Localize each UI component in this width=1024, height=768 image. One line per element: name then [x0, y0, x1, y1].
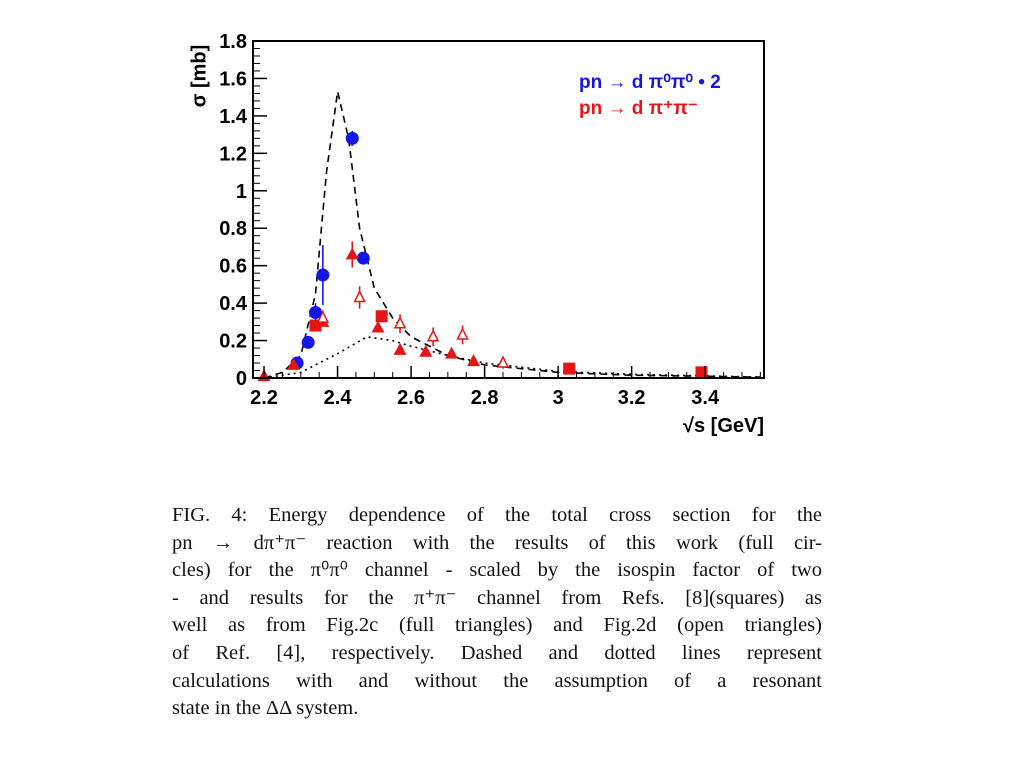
y-tick-label: 1.4: [219, 106, 248, 128]
caption-line: of Ref. [4], respectively. Dashed and do…: [172, 641, 822, 664]
caption-line: cles) for the π⁰π⁰ channel - scaled by t…: [172, 559, 822, 582]
triangle-marker: [371, 320, 385, 333]
caption-line: FIG. 4: Energy dependence of the total c…: [172, 504, 822, 526]
circle-marker: [316, 268, 330, 282]
x-tick-label: 2.8: [471, 387, 499, 409]
y-axis-label: σ [mb]: [188, 45, 210, 108]
x-tick-label: 3.4: [691, 387, 720, 409]
square-marker: [375, 310, 388, 323]
y-tick-label: 0.8: [219, 218, 247, 240]
caption-line: state in the ΔΔ system.: [172, 697, 359, 720]
square-marker: [563, 362, 576, 375]
caption-line: pn → dπ⁺π⁻ reaction with the results of …: [172, 531, 822, 554]
triangle-marker: [286, 357, 300, 370]
dotted-model-curve: [263, 335, 761, 379]
triangle-marker: [467, 354, 481, 367]
open-triangle-marker: [393, 316, 407, 329]
x-tick-label: 2.4: [324, 387, 353, 409]
open-triangle-marker: [456, 327, 469, 340]
y-tick-label: 1.8: [219, 31, 247, 53]
y-tick-label: 0.4: [219, 293, 248, 315]
y-tick-label: 1.6: [219, 68, 247, 90]
y-tick-label: 1.2: [219, 143, 247, 165]
legend: pn → d π⁰π⁰ • 2 pn → d π⁺π⁻: [579, 72, 721, 119]
cross-section-chart: 0 0.2 0.4 0.6 0.8 1 1.2 1.4 1.6 1.8 2.2 2.4 2.6 2.8 3 3…: [188, 31, 765, 437]
open-triangle-marker: [316, 310, 330, 323]
triangle-marker: [419, 344, 433, 357]
circle-marker: [345, 131, 359, 145]
legend-entry: pn → d π⁺π⁻: [579, 98, 698, 119]
caption-line: - and results for the π⁺π⁻ channel from …: [172, 586, 822, 609]
y-tick-label: 0.6: [219, 256, 247, 278]
caption-line: calculations with and without the assump…: [172, 669, 822, 692]
y-tick-label: 1: [236, 181, 247, 203]
x-tick-label: 2.2: [250, 387, 278, 409]
x-axis-label: √s [GeV]: [683, 415, 764, 437]
triangle-marker: [345, 247, 359, 260]
triangle-marker: [445, 346, 459, 359]
circle-marker: [308, 305, 322, 319]
circle-marker: [301, 335, 315, 349]
x-tick-label: 2.6: [397, 387, 425, 409]
x-tick-label: 3: [553, 387, 564, 409]
plot-frame: [252, 40, 765, 379]
x-tick-label: 3.2: [618, 387, 646, 409]
open-triangle-marker: [426, 329, 440, 342]
data-markers: [257, 130, 708, 382]
triangle-marker: [393, 342, 407, 355]
caption-line: well as from Fig.2c (full triangles) and…: [172, 614, 822, 637]
dashed-model-curve: [263, 91, 761, 379]
circle-marker: [356, 251, 370, 265]
open-triangle-marker: [496, 355, 510, 368]
open-triangle-marker: [353, 289, 366, 303]
figure-caption: FIG. 4: Energy dependence of the total c…: [172, 502, 822, 723]
model-curves: [263, 91, 761, 379]
y-tick-label: 0.2: [219, 331, 247, 353]
legend-entry: pn → d π⁰π⁰ • 2: [579, 72, 721, 93]
axes: 0 0.2 0.4 0.6 0.8 1 1.2 1.4 1.6 1.8 2.2 2.4 2.6 2.8 3 3…: [219, 31, 761, 409]
y-tick-label: 0: [236, 368, 247, 390]
